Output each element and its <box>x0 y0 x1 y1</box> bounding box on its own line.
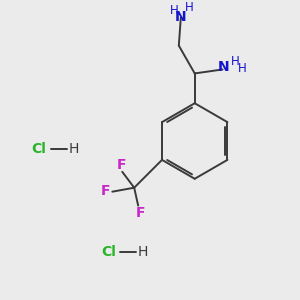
Text: Cl: Cl <box>101 245 116 259</box>
Text: F: F <box>135 206 145 220</box>
Text: H: H <box>138 245 148 259</box>
Text: Cl: Cl <box>31 142 46 156</box>
Text: F: F <box>116 158 126 172</box>
Text: F: F <box>100 184 110 198</box>
Text: H: H <box>238 62 247 75</box>
Text: H: H <box>169 4 178 17</box>
Text: N: N <box>218 61 229 74</box>
Text: N: N <box>175 10 187 24</box>
Text: H: H <box>68 142 79 156</box>
Text: H: H <box>184 1 193 14</box>
Text: H: H <box>231 55 240 68</box>
